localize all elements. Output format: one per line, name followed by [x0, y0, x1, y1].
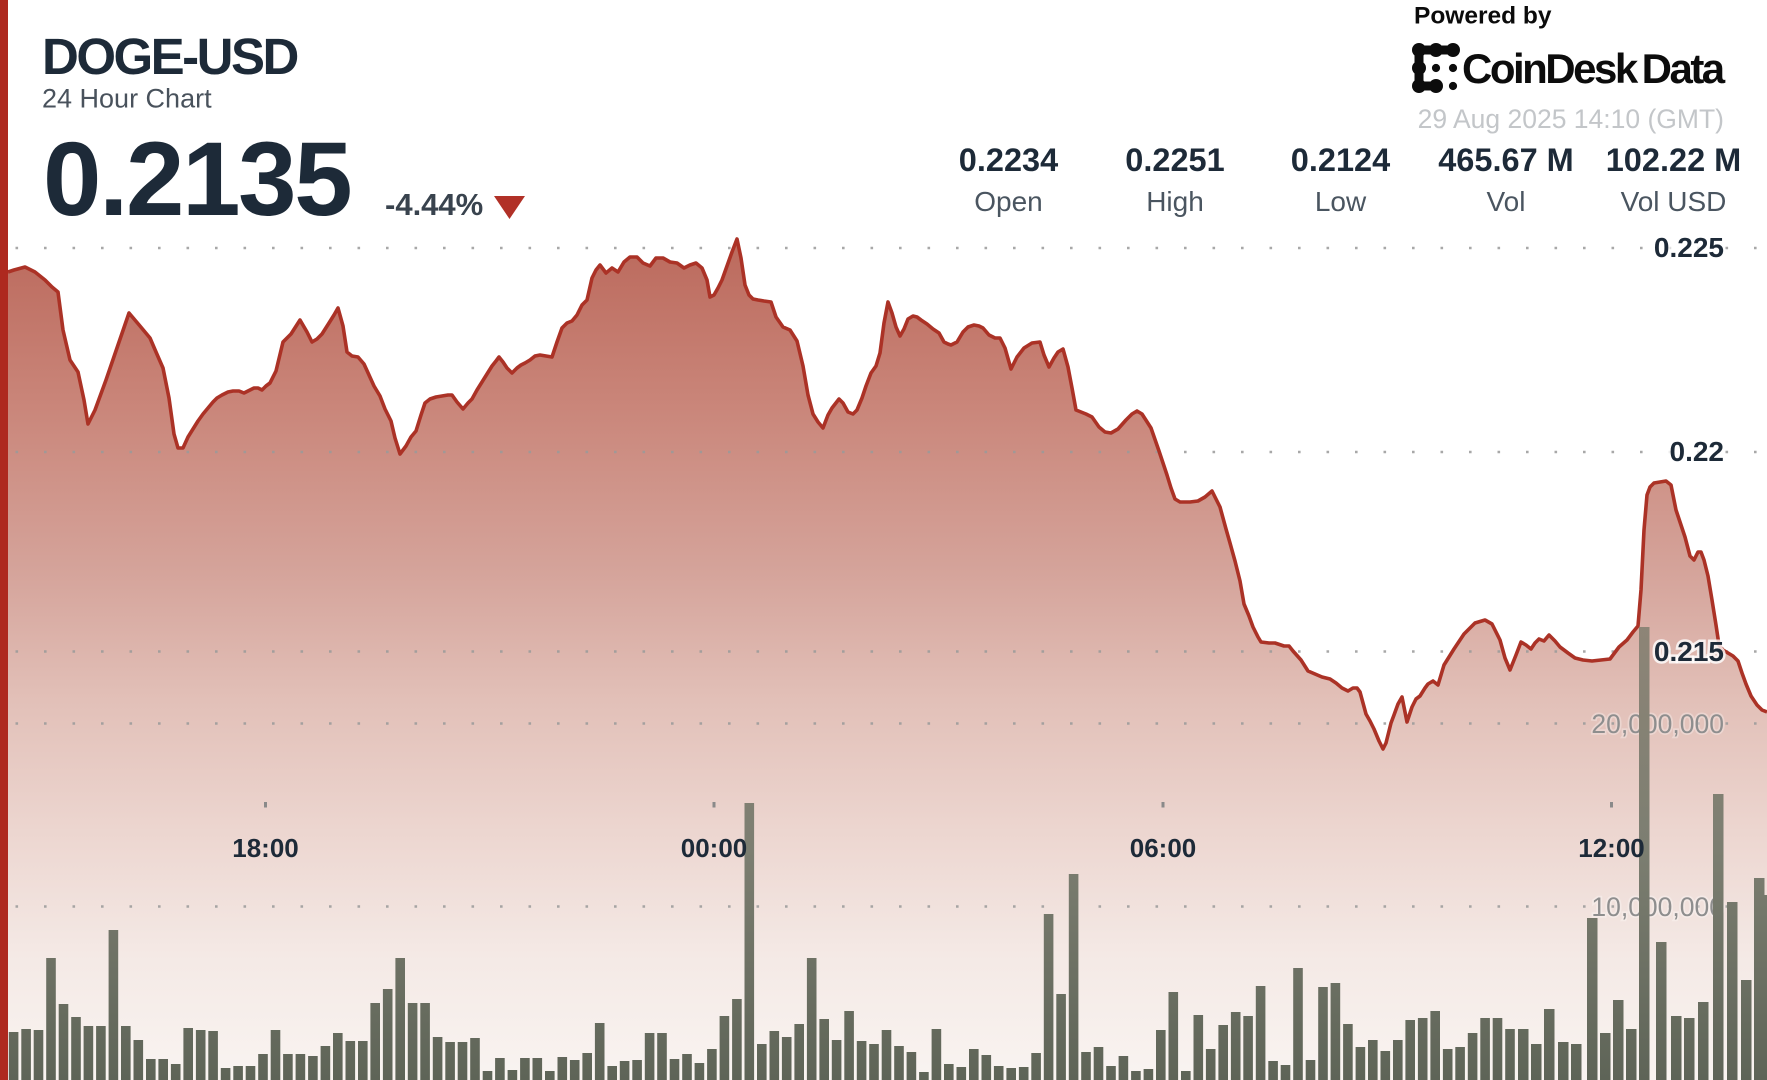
svg-text:Vol: Vol [1487, 186, 1526, 217]
svg-text:0.225: 0.225 [1654, 232, 1724, 263]
svg-text:0.22: 0.22 [1670, 436, 1725, 467]
svg-text:-4.44%: -4.44% [385, 187, 483, 222]
svg-text:CoinDesk Data: CoinDesk Data [1462, 45, 1726, 92]
svg-text:465.67 M: 465.67 M [1438, 142, 1574, 178]
svg-text:Powered by: Powered by [1414, 3, 1552, 30]
svg-text:0.2135: 0.2135 [43, 121, 350, 238]
svg-text:24 Hour Chart: 24 Hour Chart [42, 84, 212, 114]
svg-text:0.2234: 0.2234 [959, 142, 1058, 178]
svg-text:DOGE-USD: DOGE-USD [42, 28, 298, 85]
svg-text:10,000,000: 10,000,000 [1591, 892, 1724, 922]
svg-text:102.22 M: 102.22 M [1606, 142, 1742, 178]
svg-text:06:00: 06:00 [1130, 833, 1197, 863]
svg-text:High: High [1146, 186, 1204, 217]
svg-text:Open: Open [974, 186, 1043, 217]
svg-text:12:00: 12:00 [1578, 833, 1645, 863]
svg-text:20,000,000: 20,000,000 [1591, 709, 1724, 739]
svg-text:0.2124: 0.2124 [1291, 142, 1390, 178]
svg-text:0.2251: 0.2251 [1125, 142, 1224, 178]
svg-text:29 Aug 2025 14:10 (GMT): 29 Aug 2025 14:10 (GMT) [1418, 104, 1724, 134]
svg-text:Low: Low [1315, 186, 1367, 217]
svg-text:00:00: 00:00 [681, 833, 748, 863]
svg-text:Vol USD: Vol USD [1621, 186, 1727, 217]
svg-text:18:00: 18:00 [232, 833, 299, 863]
svg-text:0.215: 0.215 [1654, 636, 1724, 667]
